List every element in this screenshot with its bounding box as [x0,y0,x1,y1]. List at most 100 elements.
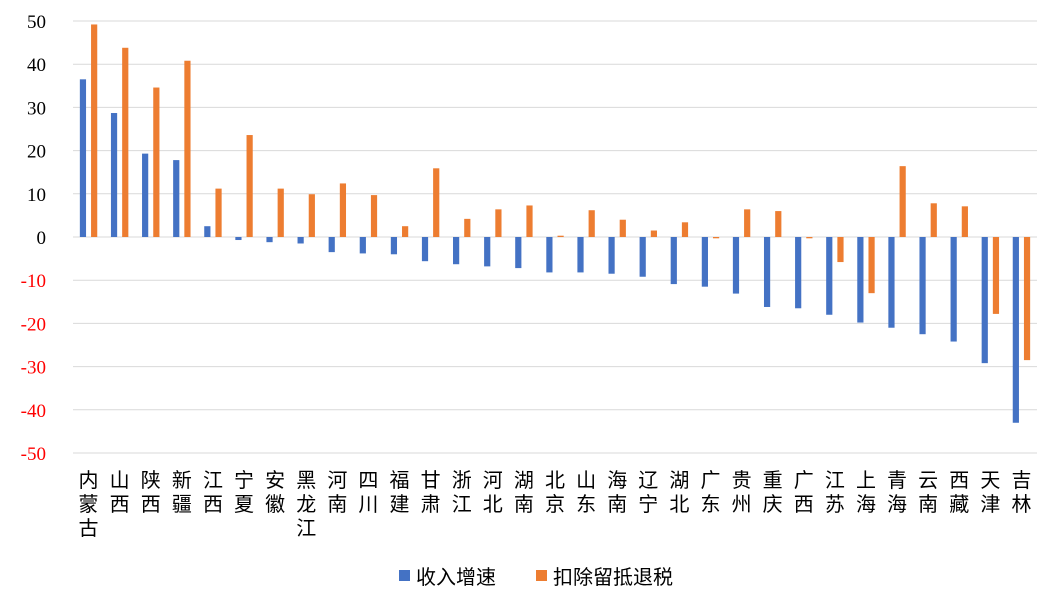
bar-revenue-growth [981,237,988,364]
x-tick-label: 甘肃 [421,468,441,516]
bar-revenue-growth [919,237,926,335]
y-tick-label: -30 [21,358,46,379]
bar-revenue-growth [484,237,491,267]
bar-revenue-growth [173,160,180,237]
x-tick-label: 贵州 [732,468,752,516]
y-tick-label: -50 [21,444,46,465]
bar-revenue-growth [795,237,802,309]
bar-revenue-growth [639,237,646,277]
x-tick-label: 浙江 [452,468,472,516]
legend-swatch-series-1 [399,570,410,581]
x-tick-label: 江西 [203,468,223,516]
y-tick-label: 10 [27,185,46,206]
x-tick-label: 重庆 [763,468,783,516]
bar-excl-tax-refund [961,206,968,237]
bar-excl-tax-refund [184,60,191,237]
bar-revenue-growth [328,237,335,253]
x-tick-label: 内蒙古 [79,468,99,540]
bar-revenue-growth [888,237,895,328]
bar-revenue-growth [359,237,366,254]
bar-revenue-growth [515,237,522,269]
bar-excl-tax-refund [930,203,937,237]
bar-excl-tax-refund [899,166,906,237]
bar-revenue-growth [763,237,771,307]
bar-revenue-growth [421,237,429,262]
bar-revenue-growth [608,237,615,274]
bar-excl-tax-refund [277,188,284,237]
bar-revenue-growth [204,226,211,237]
bar-excl-tax-refund [433,168,440,237]
x-tick-label: 河北 [483,468,503,516]
x-tick-label: 山东 [576,468,596,516]
x-tick-label: 湖北 [669,468,689,516]
x-tick-label: 青海 [887,468,907,516]
bar-excl-tax-refund [246,135,253,237]
x-tick-label: 北京 [545,468,565,516]
x-tick-label: 广东 [700,468,720,516]
bar-revenue-growth [546,237,553,273]
x-tick-label: 陕西 [141,468,161,516]
bars [79,24,1031,423]
bar-excl-tax-refund [744,209,751,237]
bar-excl-tax-refund [806,237,813,239]
legend: 收入增速 扣除留抵退税 [399,565,673,589]
bar-revenue-growth [390,237,398,255]
x-tick-label: 四川 [358,468,378,516]
x-tick-label: 黑龙江 [296,468,316,540]
bar-revenue-growth [857,237,864,323]
x-tick-label: 天津 [980,468,1000,516]
bar-revenue-growth [266,237,273,243]
bar-excl-tax-refund [1023,237,1031,361]
bar-excl-tax-refund [837,237,844,263]
bar-excl-tax-refund [868,237,875,294]
bar-revenue-growth [826,237,833,315]
bar-revenue-growth [79,79,87,237]
bar-excl-tax-refund [588,210,595,237]
x-tick-label: 云南 [918,468,938,516]
y-axis-ticks: 50 40 30 20 10 0 -10 -20 -30 -40 -50 [21,12,46,465]
bar-excl-tax-refund [308,194,315,237]
y-tick-label: 20 [27,142,46,163]
bar-revenue-growth [701,237,708,287]
bar-excl-tax-refund [526,205,533,237]
bar-excl-tax-refund [495,209,502,237]
y-tick-label: -20 [21,314,46,335]
legend-swatch-series-2 [536,570,547,581]
y-tick-label: 40 [27,55,46,76]
y-tick-label: 0 [37,228,47,249]
bar-excl-tax-refund [650,230,657,237]
y-tick-label: -10 [21,271,46,292]
bar-excl-tax-refund [402,226,409,237]
y-tick-label: -40 [21,401,46,422]
bar-revenue-growth [732,237,740,294]
bar-revenue-growth [670,237,677,285]
bar-excl-tax-refund [557,235,564,237]
y-tick-label: 30 [27,98,46,119]
x-tick-label: 湖南 [514,468,534,516]
bar-excl-tax-refund [619,219,626,237]
x-tick-label: 上海 [856,468,876,516]
x-tick-label: 福建 [390,468,410,516]
x-tick-label: 新疆 [172,468,192,516]
x-tick-label: 宁夏 [234,468,254,516]
x-tick-label: 安徽 [265,468,285,516]
bar-excl-tax-refund [339,183,347,237]
legend-label-series-2: 扣除留抵退税 [553,565,673,589]
bar-excl-tax-refund [370,195,378,237]
bar-revenue-growth [577,237,584,273]
x-tick-label: 广西 [794,468,814,516]
y-tick-label: 50 [27,12,46,33]
gridlines [73,20,1037,454]
bar-excl-tax-refund [464,218,471,237]
bar-revenue-growth [142,153,149,237]
x-tick-label: 山西 [110,468,130,516]
bar-revenue-growth [110,113,118,237]
x-axis-ticks: 内蒙古山西陕西新疆江西宁夏安徽黑龙江河南四川福建甘肃浙江河北湖南北京山东海南辽宁… [79,468,1032,540]
bar-excl-tax-refund [122,47,129,237]
x-tick-label: 江苏 [825,468,845,516]
bar-revenue-growth [1012,237,1019,423]
bar-revenue-growth [950,237,957,342]
x-tick-label: 海南 [607,468,627,516]
x-tick-label: 河南 [327,468,347,516]
